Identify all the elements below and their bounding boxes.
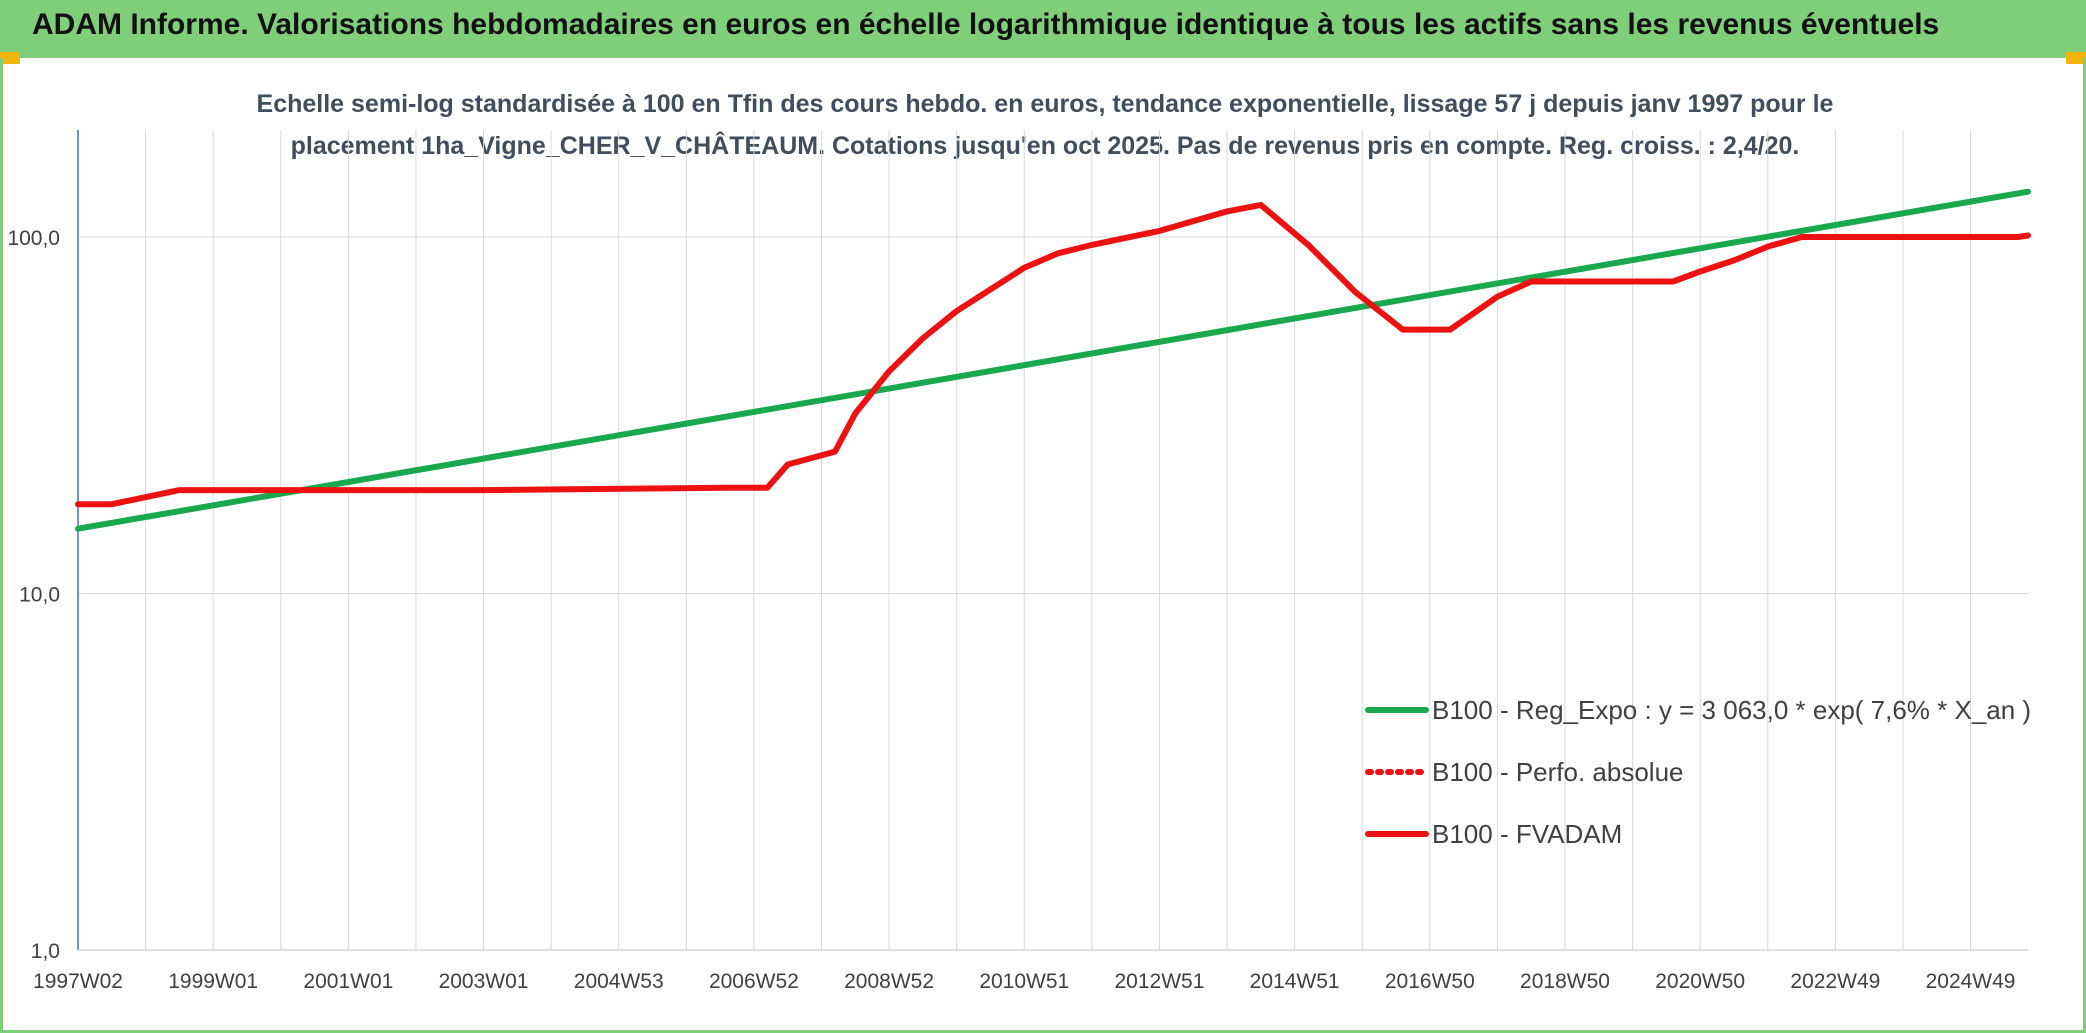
x-tick-label: 2010W51 — [979, 970, 1069, 993]
x-tick-label: 2016W50 — [1385, 970, 1475, 993]
x-tick-label: 2014W51 — [1250, 970, 1340, 993]
y-tick-label: 100,0 — [7, 227, 60, 250]
x-tick-label: 1999W01 — [168, 970, 258, 993]
x-tick-label: 2020W50 — [1655, 970, 1745, 993]
y-tick-label: 10,0 — [19, 584, 60, 607]
x-tick-label: 2001W01 — [303, 970, 393, 993]
series-line-0 — [75, 188, 2031, 532]
legend-label-2: B100 - FVADAM — [1432, 819, 1622, 849]
chart-title-line1: Echelle semi-log standardisée à 100 en T… — [256, 90, 1834, 118]
corner-accent-left — [0, 52, 20, 64]
corner-accent-right — [2066, 52, 2086, 64]
x-tick-label: 2008W52 — [844, 970, 934, 993]
y-tick-label: 1,0 — [31, 940, 60, 963]
header-title: ADAM Informe. Valorisations hebdomadaire… — [32, 8, 1940, 41]
x-tick-label: 2003W01 — [439, 970, 529, 993]
legend-label-1: B100 - Perfo. absolue — [1432, 757, 1684, 787]
x-tick-label: 2006W52 — [709, 970, 799, 993]
x-tick-label: 2004W53 — [574, 970, 664, 993]
x-tick-label: 2012W51 — [1115, 970, 1205, 993]
legend-label-0: B100 - Reg_Expo : y = 3 063,0 * exp( 7,6… — [1432, 695, 2031, 725]
x-tick-label: 1997W02 — [33, 970, 123, 993]
x-tick-label: 2024W49 — [1926, 970, 2016, 993]
chart-title-line2: placement 1ha_Vigne_CHER_V_CHÂTEAUM. Cot… — [290, 132, 1800, 160]
header-bar: ADAM Informe. Valorisations hebdomadaire… — [0, 0, 2086, 58]
chart-frame — [0, 58, 2086, 1033]
x-tick-label: 2022W49 — [1790, 970, 1880, 993]
x-tick-label: 2018W50 — [1520, 970, 1610, 993]
series-line-2 — [75, 201, 2031, 508]
